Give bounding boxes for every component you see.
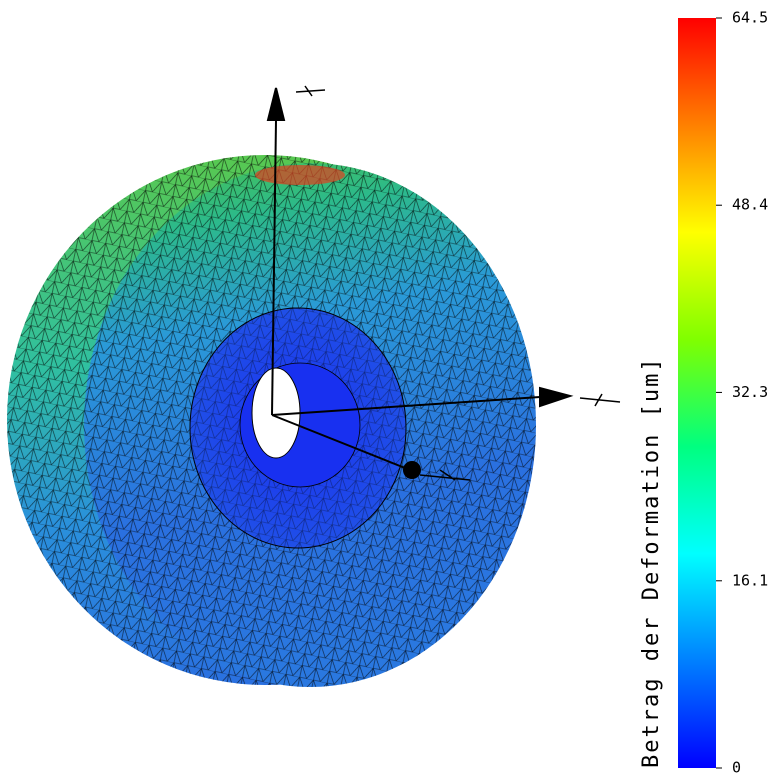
colorbar-tick-label: 16.1 — [732, 571, 768, 589]
colorbar-tick-label: 32.3 — [732, 383, 768, 401]
colorbar-label: Betrag der Deformation [um] — [639, 356, 664, 768]
model — [7, 155, 536, 687]
colorbar-tick-label: 64.5 — [732, 9, 768, 27]
colorbar-tick-label: 0 — [732, 759, 741, 777]
colorbar-tick-label: 48.4 — [732, 196, 768, 214]
colorbar — [678, 18, 716, 768]
axes-triad — [266, 85, 621, 481]
